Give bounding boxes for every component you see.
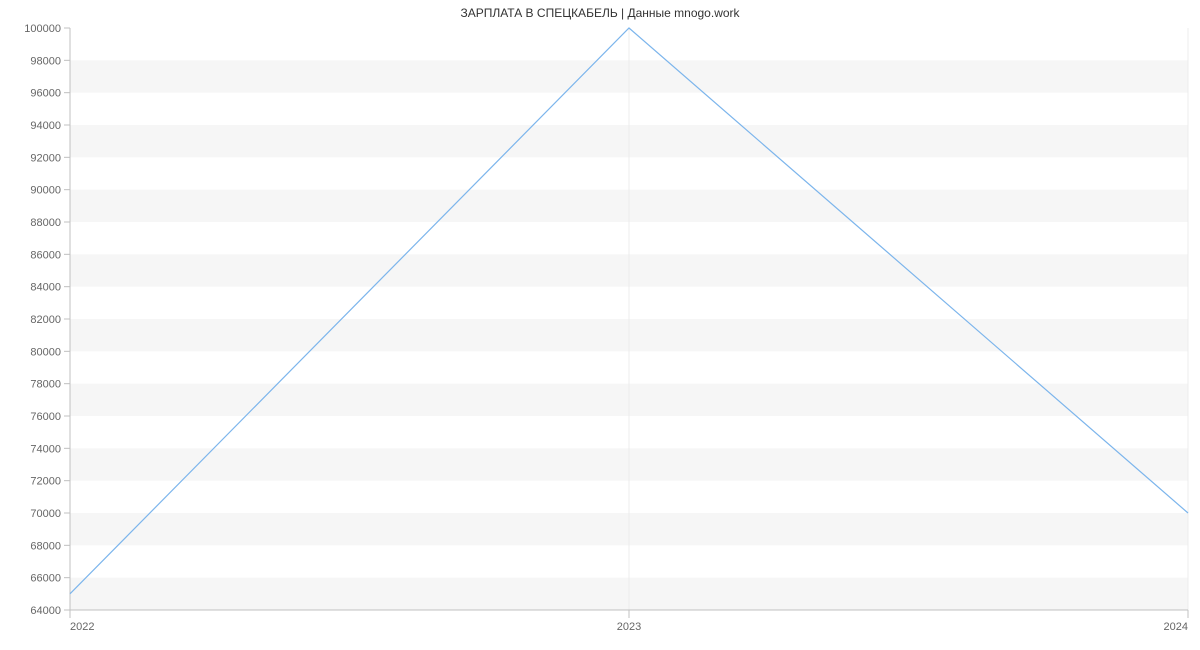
y-tick-label: 86000 <box>30 249 61 261</box>
y-tick-label: 72000 <box>30 476 61 488</box>
y-tick-label: 94000 <box>30 120 61 132</box>
y-tick-label: 78000 <box>30 379 61 391</box>
y-tick-label: 100000 <box>24 23 61 35</box>
y-tick-label: 90000 <box>30 185 61 197</box>
y-tick-label: 92000 <box>30 152 61 164</box>
x-tick-label: 2023 <box>617 621 641 633</box>
y-tick-label: 66000 <box>30 573 61 585</box>
x-tick-label: 2022 <box>70 621 94 633</box>
y-tick-label: 98000 <box>30 55 61 67</box>
x-tick-label: 2024 <box>1164 621 1188 633</box>
y-tick-label: 88000 <box>30 217 61 229</box>
y-tick-label: 96000 <box>30 88 61 100</box>
y-tick-label: 70000 <box>30 508 61 520</box>
y-tick-label: 68000 <box>30 540 61 552</box>
y-tick-label: 76000 <box>30 411 61 423</box>
y-tick-label: 84000 <box>30 282 61 294</box>
chart-svg: 64000 66000 68000 70000 72000 74000 76000 78000… <box>0 0 1200 650</box>
y-tick-label: 64000 <box>30 605 61 617</box>
y-tick-label: 80000 <box>30 346 61 358</box>
y-tick-label: 74000 <box>30 443 61 455</box>
y-tick-label: 82000 <box>30 314 61 326</box>
salary-chart: ЗАРПЛАТА В СПЕЦКАБЕЛЬ | Данные mnogo.wor… <box>0 0 1200 650</box>
